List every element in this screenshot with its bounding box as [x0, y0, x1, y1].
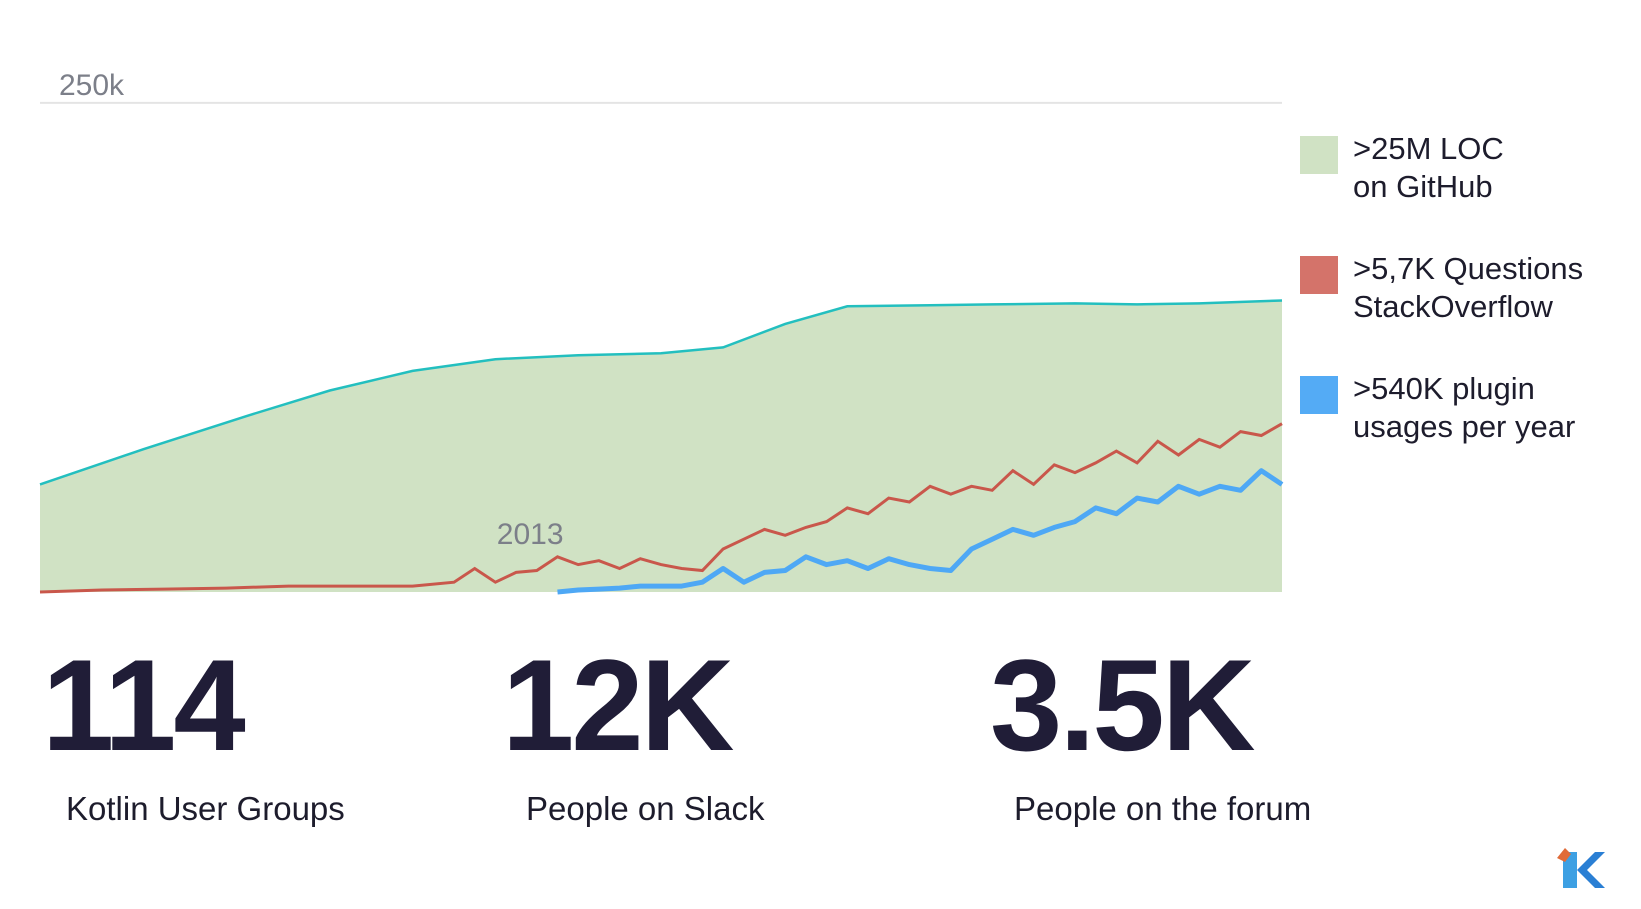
legend-github-line1: >25M LOC — [1353, 131, 1504, 166]
legend-label-plugin: >540K plugin usages per year — [1353, 370, 1575, 446]
kotlin-logo-icon — [1557, 848, 1605, 888]
stat-forum-label: People on the forum — [1014, 790, 1312, 827]
plugin-usage-line — [557, 468, 1284, 595]
stat-slack-label: People on Slack — [526, 790, 765, 827]
stat-user-groups: 114 Kotlin User Groups — [42, 640, 345, 828]
stat-slack: 12K People on Slack — [502, 640, 765, 828]
stat-slack-value: 12K — [502, 632, 734, 778]
legend-item-github: >25M LOC on GitHub — [1300, 130, 1630, 206]
github-loc-line — [39, 299, 1283, 486]
kotlin-logo-part-left — [1563, 852, 1577, 888]
legend-stackoverflow-line1: >5,7K Questions — [1353, 251, 1584, 286]
kotlin-logo-part-right — [1577, 852, 1605, 888]
legend-github-line2: on GitHub — [1353, 169, 1493, 204]
legend-swatch-plugin — [1300, 376, 1338, 414]
y-annotation-250k: 250k — [59, 69, 125, 102]
stat-user-groups-value: 114 — [42, 632, 246, 778]
kotlin-logo-part-top — [1557, 848, 1571, 862]
growth-chart: 250k 2013 — [39, 69, 1284, 595]
github-loc-area — [40, 300, 1282, 592]
stackoverflow-line — [39, 422, 1283, 594]
legend-stackoverflow-line2: StackOverflow — [1353, 289, 1553, 324]
stat-user-groups-label: Kotlin User Groups — [66, 790, 345, 827]
chart-legend: >25M LOC on GitHub >5,7K Questions Stack… — [1300, 130, 1630, 490]
legend-plugin-line2: usages per year — [1353, 409, 1576, 444]
legend-plugin-line1: >540K plugin — [1353, 371, 1535, 406]
legend-item-plugin: >540K plugin usages per year — [1300, 370, 1630, 446]
x-annotation-2013: 2013 — [497, 518, 564, 551]
stat-forum-value: 3.5K — [990, 632, 1256, 778]
legend-swatch-github — [1300, 136, 1338, 174]
legend-label-stackoverflow: >5,7K Questions StackOverflow — [1353, 250, 1583, 326]
legend-swatch-stackoverflow — [1300, 256, 1338, 294]
legend-label-github: >25M LOC on GitHub — [1353, 130, 1504, 206]
stat-forum: 3.5K People on the forum — [990, 640, 1311, 828]
legend-item-stackoverflow: >5,7K Questions StackOverflow — [1300, 250, 1630, 326]
